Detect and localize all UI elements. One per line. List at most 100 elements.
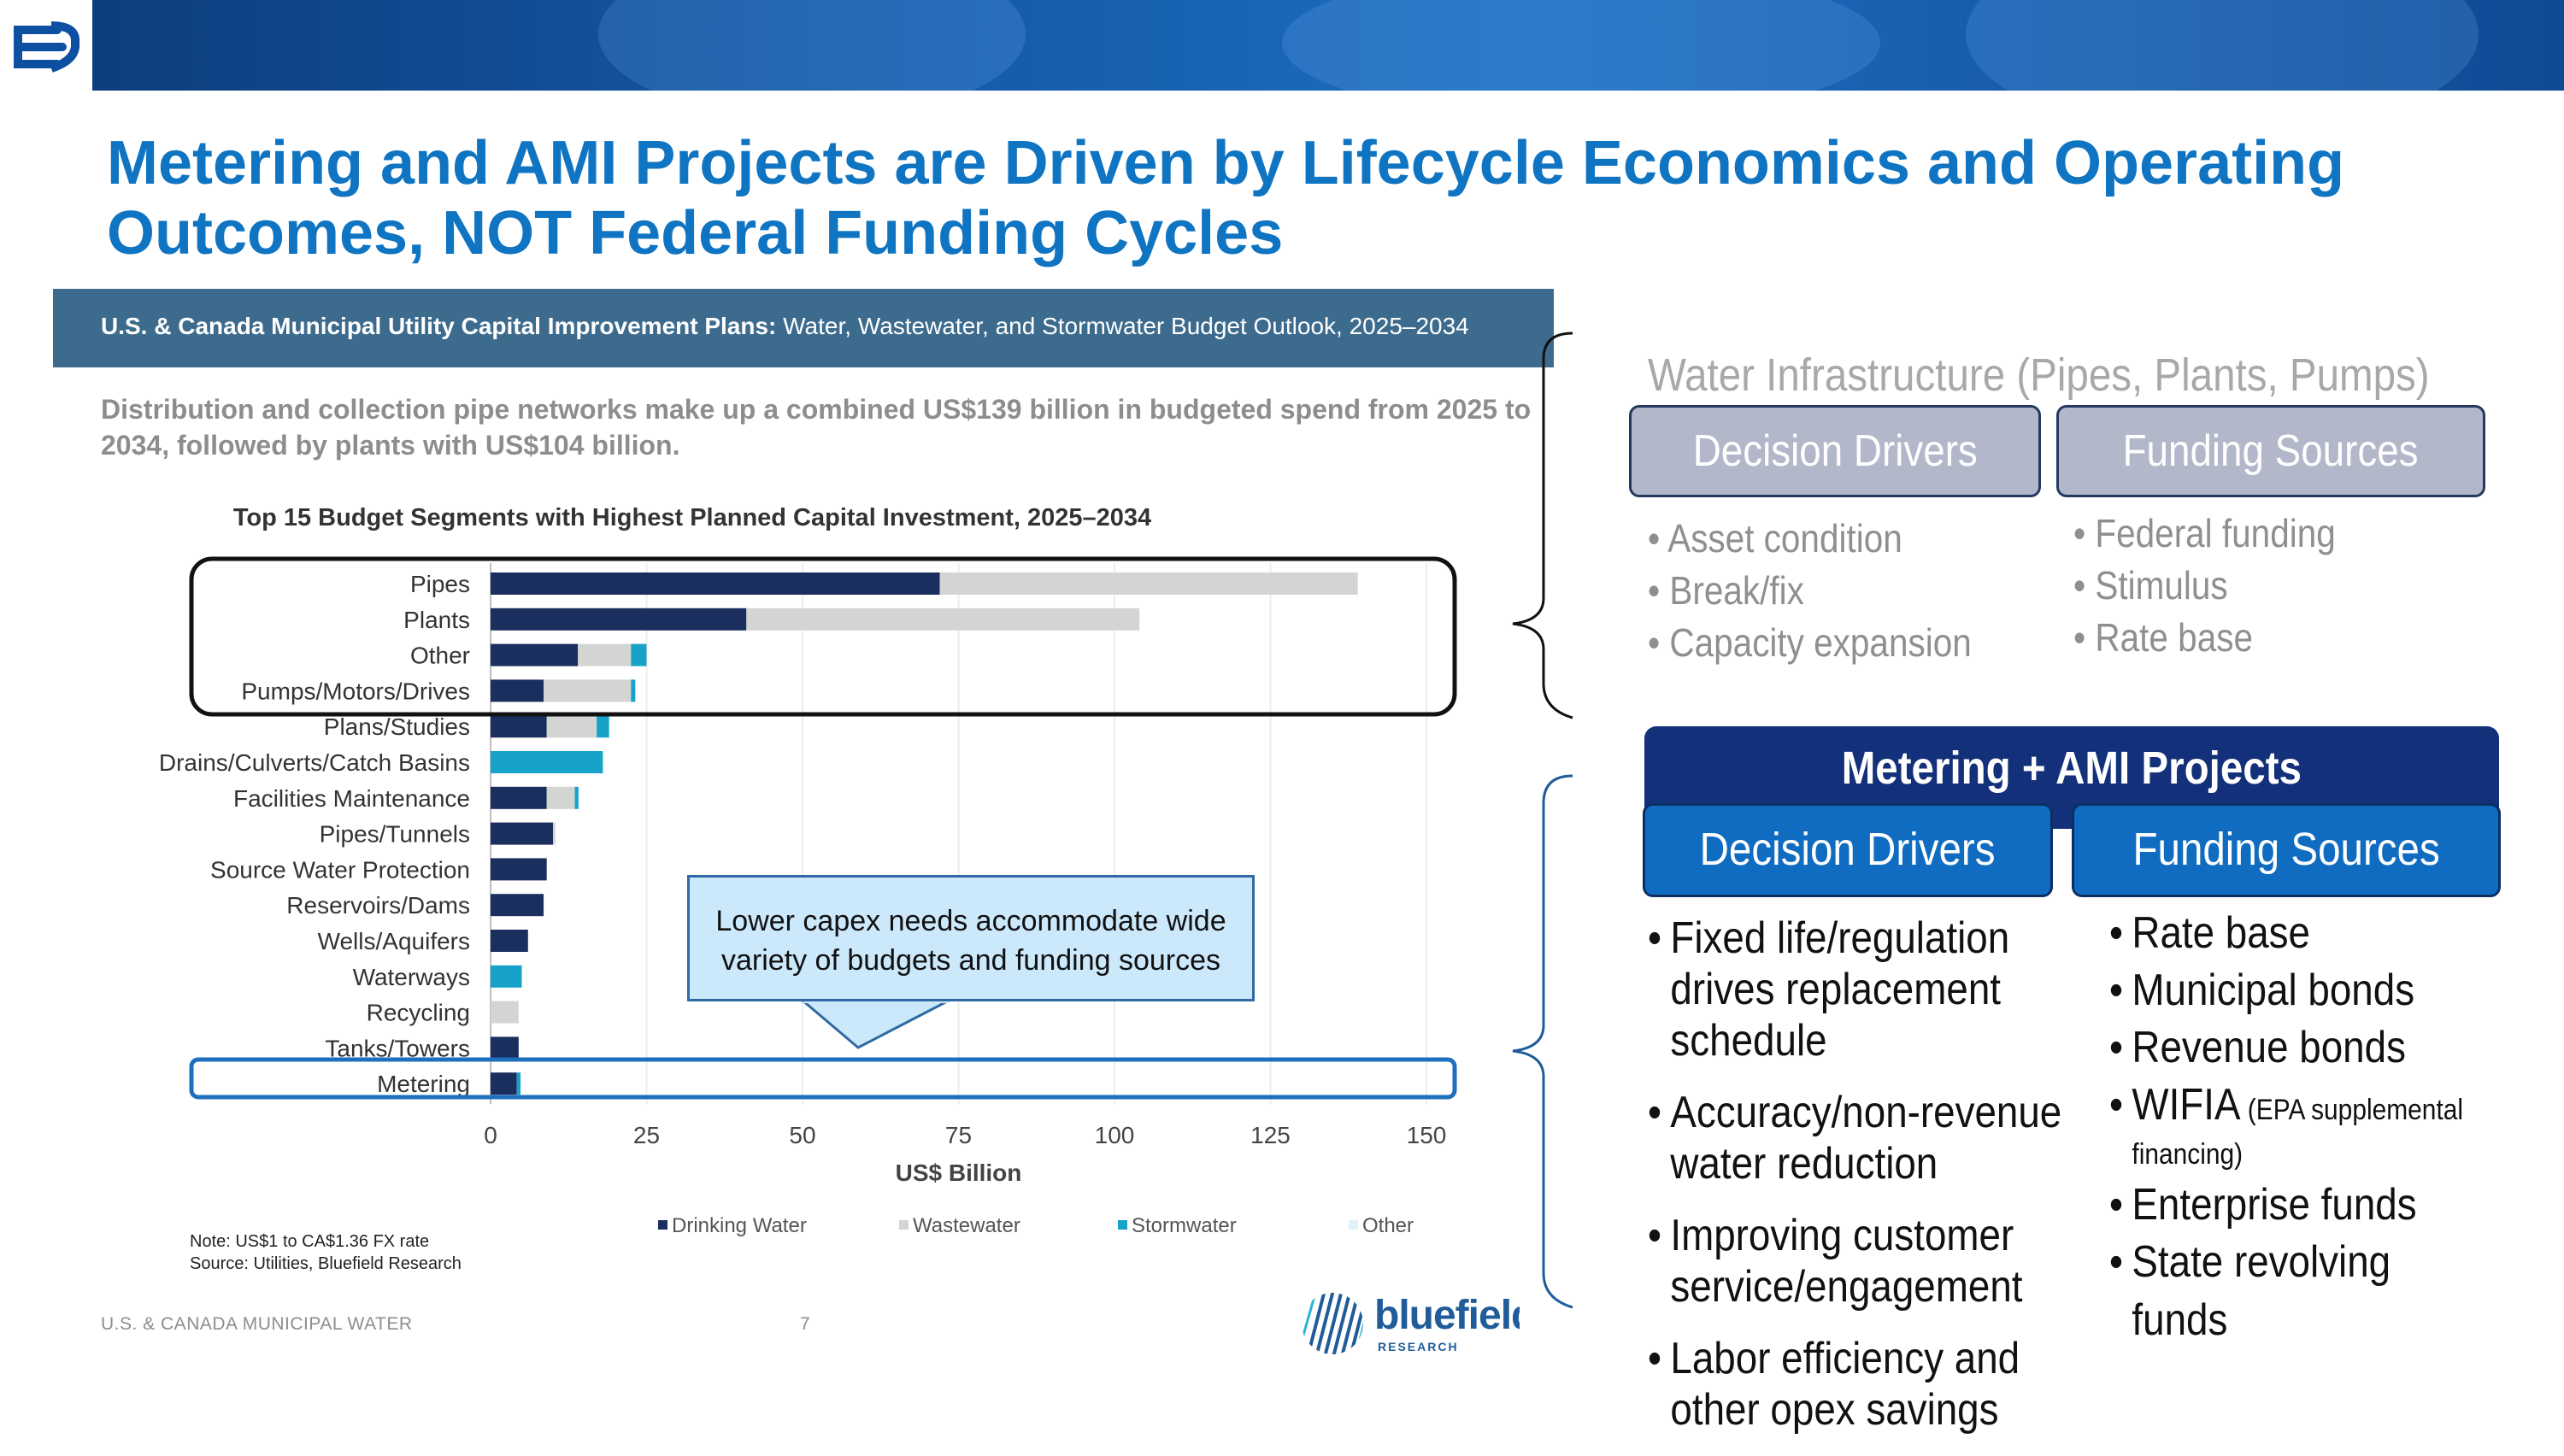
x-tick-label: 75 (945, 1122, 972, 1148)
list-item: WIFIA (EPA supplemental financing) (2109, 1079, 2463, 1173)
bar-segment (631, 679, 636, 702)
x-tick-label: 125 (1250, 1122, 1291, 1148)
bar-segment (553, 822, 556, 845)
x-axis-title: US$ Billion (896, 1160, 1022, 1186)
bluefield-mark-icon (1302, 1293, 1363, 1354)
logo-mark-icon (14, 21, 80, 73)
chart-bars (491, 572, 1358, 1095)
list-item-note: (EPA supplemental (2240, 1094, 2464, 1126)
x-tick-label: 50 (789, 1122, 815, 1148)
x-tick-label: 150 (1407, 1122, 1447, 1148)
bar-segment (578, 643, 632, 666)
legend-swatch (899, 1220, 909, 1230)
list-item-text: WIFIA (2132, 1080, 2241, 1130)
ami-decision-drivers-label: Decision Drivers (1700, 824, 1996, 875)
bar-segment (491, 608, 747, 631)
report-header-rest: Water, Wastewater, and Stormwater Budget… (776, 313, 1469, 339)
brace-metering (1512, 774, 1573, 1309)
bluefield-wordmark-sub: RESEARCH (1378, 1340, 1459, 1353)
list-item: Improving customer service/engagement (1648, 1210, 2061, 1312)
bar-segment (544, 679, 632, 702)
list-item: • Federal funding (2073, 511, 2336, 555)
list-item-line: service/engagement (1670, 1262, 2023, 1312)
category-label: Drains/Culverts/Catch Basins (159, 749, 470, 776)
list-item: Accuracy/non-revenue water reduction (1648, 1087, 2061, 1189)
category-label: Pumps/Motors/Drives (241, 678, 470, 704)
list-item-line: Accuracy/non-revenue (1670, 1088, 2062, 1137)
bar-segment (631, 643, 647, 666)
water-infrastructure-title: Water Infrastructure (Pipes, Plants, Pum… (1648, 349, 2430, 401)
list-item-line: drives replacement (1670, 965, 2001, 1014)
bar-segment (491, 572, 940, 595)
list-item-note: financing) (2132, 1138, 2244, 1171)
bar-segment (574, 786, 579, 809)
category-label: Wells/Aquifers (318, 928, 470, 954)
highlight-metering (189, 1057, 1457, 1100)
list-item-line: Labor efficiency and (1670, 1334, 2020, 1383)
list-item-line: funds (2132, 1295, 2228, 1345)
legend-label: Drinking Water (672, 1214, 807, 1237)
category-label: Pipes/Tunnels (320, 821, 470, 848)
bar-segment (546, 715, 597, 738)
brace-water-infrastructure (1512, 332, 1573, 719)
list-item-text: Enterprise funds (2132, 1180, 2417, 1230)
category-label: Tanks/Towers (325, 1035, 470, 1061)
water-funding-sources-label: Funding Sources (2123, 426, 2419, 476)
bar-segment (491, 894, 544, 917)
list-item-text: Asset condition (1667, 516, 1902, 561)
report-header-bar (53, 289, 1554, 367)
list-item-text: Capacity expansion (1669, 620, 1972, 665)
legend-label: Other (1362, 1214, 1414, 1237)
list-item-text: Federal funding (2095, 511, 2336, 555)
list-item: • Capacity expansion (1648, 620, 1972, 665)
bar-segment (491, 965, 522, 988)
company-logo (0, 0, 92, 92)
category-label: Source Water Protection (210, 856, 470, 883)
bar-segment (491, 715, 547, 738)
bar-segment (491, 786, 547, 809)
list-item-line: water reduction (1670, 1139, 1938, 1189)
list-item: Enterprise funds (2109, 1179, 2463, 1230)
list-item: • Break/fix (1648, 568, 1804, 613)
bar-segment (546, 786, 575, 809)
category-label: Plans/Studies (324, 713, 470, 740)
list-item: Revenue bonds (2109, 1022, 2463, 1073)
report-page-number: 7 (800, 1314, 810, 1334)
callout-box: Lower capex needs accommodate wide varie… (687, 875, 1255, 1001)
legend-label: Stormwater (1132, 1214, 1237, 1237)
bar-segment (939, 572, 1358, 595)
bar-segment (746, 608, 1140, 631)
report-footer: U.S. & CANADA MUNICIPAL WATER (101, 1314, 413, 1334)
list-item-line: other opex savings (1670, 1385, 1999, 1435)
list-item-line: Improving customer (1670, 1211, 2014, 1260)
bluefield-logo: bluefield RESEARCH (1299, 1290, 1521, 1362)
list-item: Labor efficiency and other opex savings (1648, 1333, 2061, 1435)
water-decision-drivers-list: • Asset condition • Break/fix • Capacity… (1648, 513, 2015, 669)
list-item-line: Fixed life/regulation (1670, 913, 2010, 963)
bar-segment (516, 1072, 521, 1095)
bar-segment (491, 1001, 519, 1024)
callout-pointer (797, 998, 951, 1049)
bar-segment (491, 643, 579, 666)
water-decision-drivers-label: Decision Drivers (1692, 426, 1978, 476)
water-funding-sources-list: • Federal funding • Stimulus • Rate base (2073, 508, 2372, 664)
water-funding-sources-header: Funding Sources (2056, 405, 2485, 497)
ami-decision-drivers-header: Decision Drivers (1643, 803, 2053, 897)
list-item: Municipal bonds (2109, 965, 2463, 1016)
bar-segment (491, 822, 553, 845)
legend-swatch (1349, 1220, 1358, 1230)
ami-funding-sources-header: Funding Sources (2072, 803, 2501, 897)
chart-category-labels: Pipes Plants Other Pumps/Motors/Drives Plans… (159, 571, 470, 1097)
bar-segment (491, 1072, 517, 1095)
chart-legend: Drinking Water Wastewater Stormwater Other (658, 1214, 1414, 1237)
category-label: Other (410, 643, 470, 669)
list-item: State revolving funds (2109, 1236, 2463, 1346)
list-item-text: Municipal bonds (2132, 966, 2415, 1015)
legend-label: Wastewater (913, 1214, 1020, 1237)
report-header-bold: U.S. & Canada Municipal Utility Capital … (101, 313, 777, 339)
list-item-line: schedule (1670, 1016, 1827, 1066)
bar-segment (491, 930, 528, 952)
list-item-line: State revolving (2132, 1237, 2391, 1287)
x-tick-label: 0 (484, 1122, 497, 1148)
list-item: Fixed life/regulation drives replacement… (1648, 913, 2061, 1066)
